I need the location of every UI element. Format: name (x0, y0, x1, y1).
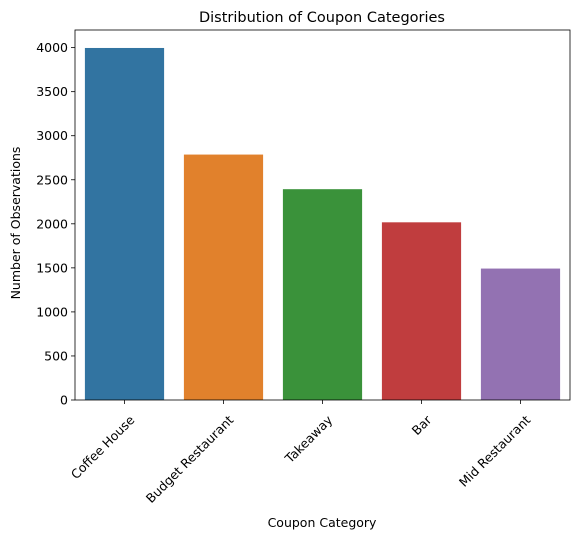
y-axis-label: Number of Observations (8, 147, 23, 300)
y-tick-label: 0 (60, 393, 68, 408)
bars-group (84, 47, 561, 400)
y-tick-label: 1500 (36, 260, 68, 275)
x-tick-label: Takeaway (281, 412, 336, 467)
y-tick-label: 4000 (36, 40, 68, 55)
chart-title: Distribution of Coupon Categories (199, 10, 445, 26)
y-axis: 0 500 1000 1500 2000 2500 3000 3500 4000 (36, 40, 75, 408)
y-tick-label: 1000 (36, 304, 68, 319)
y-tick-label: 2000 (36, 216, 68, 231)
y-tick-label: 500 (44, 348, 68, 363)
bar-bar (381, 222, 462, 400)
bar-mid-restaurant (480, 268, 561, 400)
y-tick-label: 3000 (36, 128, 68, 143)
x-axis-label: Coupon Category (268, 515, 377, 530)
x-axis: Coffee House Budget Restaurant Takeaway Bar… (68, 400, 534, 506)
y-tick-label: 3500 (36, 84, 68, 99)
bar-takeaway (282, 189, 363, 400)
x-tick-label: Bar (409, 412, 435, 438)
plot-frame (74, 29, 571, 401)
x-tick-label: Budget Restaurant (143, 412, 237, 506)
x-tick-label: Coffee House (68, 412, 138, 482)
bar-coffee-house (84, 47, 165, 400)
bar-budget-restaurant (183, 154, 264, 400)
y-tick-label: 2500 (36, 172, 68, 187)
x-tick-label: Mid Restaurant (456, 412, 534, 490)
